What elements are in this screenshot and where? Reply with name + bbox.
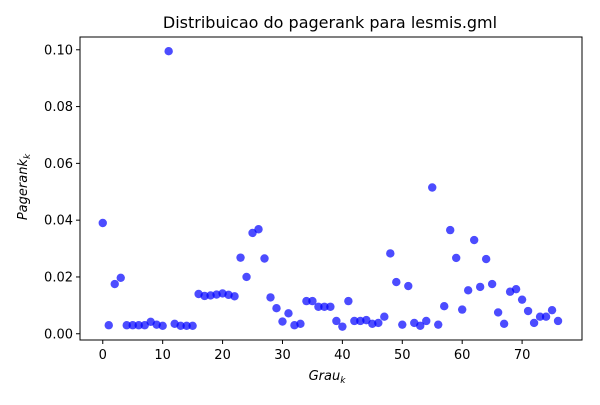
data-point: [188, 321, 197, 330]
data-point: [344, 296, 353, 306]
data-point: [428, 183, 437, 192]
data-point: [116, 273, 125, 283]
data-point: [446, 225, 455, 235]
data-point: [128, 321, 137, 330]
x-tick-label: 20: [214, 348, 231, 363]
data-point: [110, 279, 119, 289]
data-point: [248, 228, 257, 238]
data-point: [386, 249, 395, 258]
data-point: [475, 282, 485, 292]
data-point: [469, 235, 479, 245]
y-axis-label: Pagerankk: [16, 153, 33, 220]
y-axis-label-main: Pagerank: [16, 159, 31, 221]
data-point: [278, 317, 287, 326]
y-tick-label: 0.00: [44, 327, 73, 342]
data-point: [176, 321, 185, 330]
data-point: [422, 316, 431, 326]
data-point: [380, 312, 389, 321]
x-tick-label: 30: [274, 348, 291, 363]
y-tick-label: 0.10: [44, 43, 73, 58]
plot-area: [79, 36, 583, 341]
y-axis: 0.00 0.02 0.04 0.06 0.08 0.10: [44, 43, 80, 342]
data-point: [338, 322, 347, 331]
data-point: [493, 308, 503, 317]
data-point: [362, 315, 371, 325]
y-tick-label: 0.08: [44, 100, 73, 115]
data-point: [134, 321, 143, 330]
data-point: [452, 253, 461, 263]
x-axis: 0 10 20 30 40 50 60 70: [99, 340, 531, 363]
x-tick-label: 10: [154, 348, 171, 363]
data-point: [314, 302, 323, 311]
y-axis-label-subscript: k: [23, 153, 33, 159]
data-point: [487, 279, 497, 289]
data-point: [98, 218, 107, 228]
data-point: [302, 296, 311, 306]
data-point: [541, 312, 551, 321]
x-axis-label: Grauk: [309, 369, 347, 386]
data-point: [553, 316, 563, 326]
data-point: [416, 321, 425, 330]
y-tick-label: 0.06: [44, 157, 73, 172]
x-axis-label-main: Grau: [309, 369, 341, 384]
data-point: [547, 305, 557, 315]
data-point: [511, 284, 521, 294]
data-point: [398, 320, 407, 329]
data-point: [326, 302, 335, 311]
data-point: [434, 320, 443, 329]
data-point: [182, 321, 191, 330]
data-point: [535, 312, 545, 321]
data-point: [296, 319, 305, 329]
data-point: [230, 292, 239, 301]
x-tick-label: 0: [99, 348, 107, 363]
y-tick-label: 0.02: [44, 270, 73, 285]
x-axis-label-subscript: k: [340, 376, 346, 386]
data-point: [320, 302, 329, 311]
data-point: [440, 302, 449, 311]
data-point: [374, 318, 383, 328]
data-point: [254, 225, 263, 234]
data-point: [122, 321, 131, 330]
x-tick-label: 70: [514, 348, 531, 363]
plot-frame: [79, 36, 583, 341]
x-tick-label: 60: [454, 348, 471, 363]
data-point: [523, 306, 533, 316]
data-point: [242, 272, 251, 282]
data-point: [517, 295, 527, 304]
data-point: [266, 293, 275, 302]
data-point: [284, 309, 293, 318]
data-point: [104, 321, 113, 330]
data-point: [457, 305, 467, 314]
data-point: [529, 318, 539, 328]
chart-title: Distribuicao do pagerank para lesmis.gml: [163, 13, 497, 32]
x-tick-label: 50: [394, 348, 411, 363]
data-point: [158, 321, 167, 330]
y-tick-label: 0.04: [44, 214, 73, 229]
data-point: [272, 303, 281, 313]
data-point: [236, 253, 245, 262]
data-point: [463, 286, 473, 295]
data-point: [499, 319, 509, 329]
data-point: [404, 281, 413, 291]
x-tick-label: 40: [334, 348, 351, 363]
data-point: [164, 47, 173, 56]
data-point: [481, 254, 491, 264]
data-point: [308, 296, 317, 306]
data-point: [392, 277, 401, 287]
data-point: [260, 254, 269, 263]
data-point: [332, 316, 341, 326]
data-point: [350, 316, 359, 326]
